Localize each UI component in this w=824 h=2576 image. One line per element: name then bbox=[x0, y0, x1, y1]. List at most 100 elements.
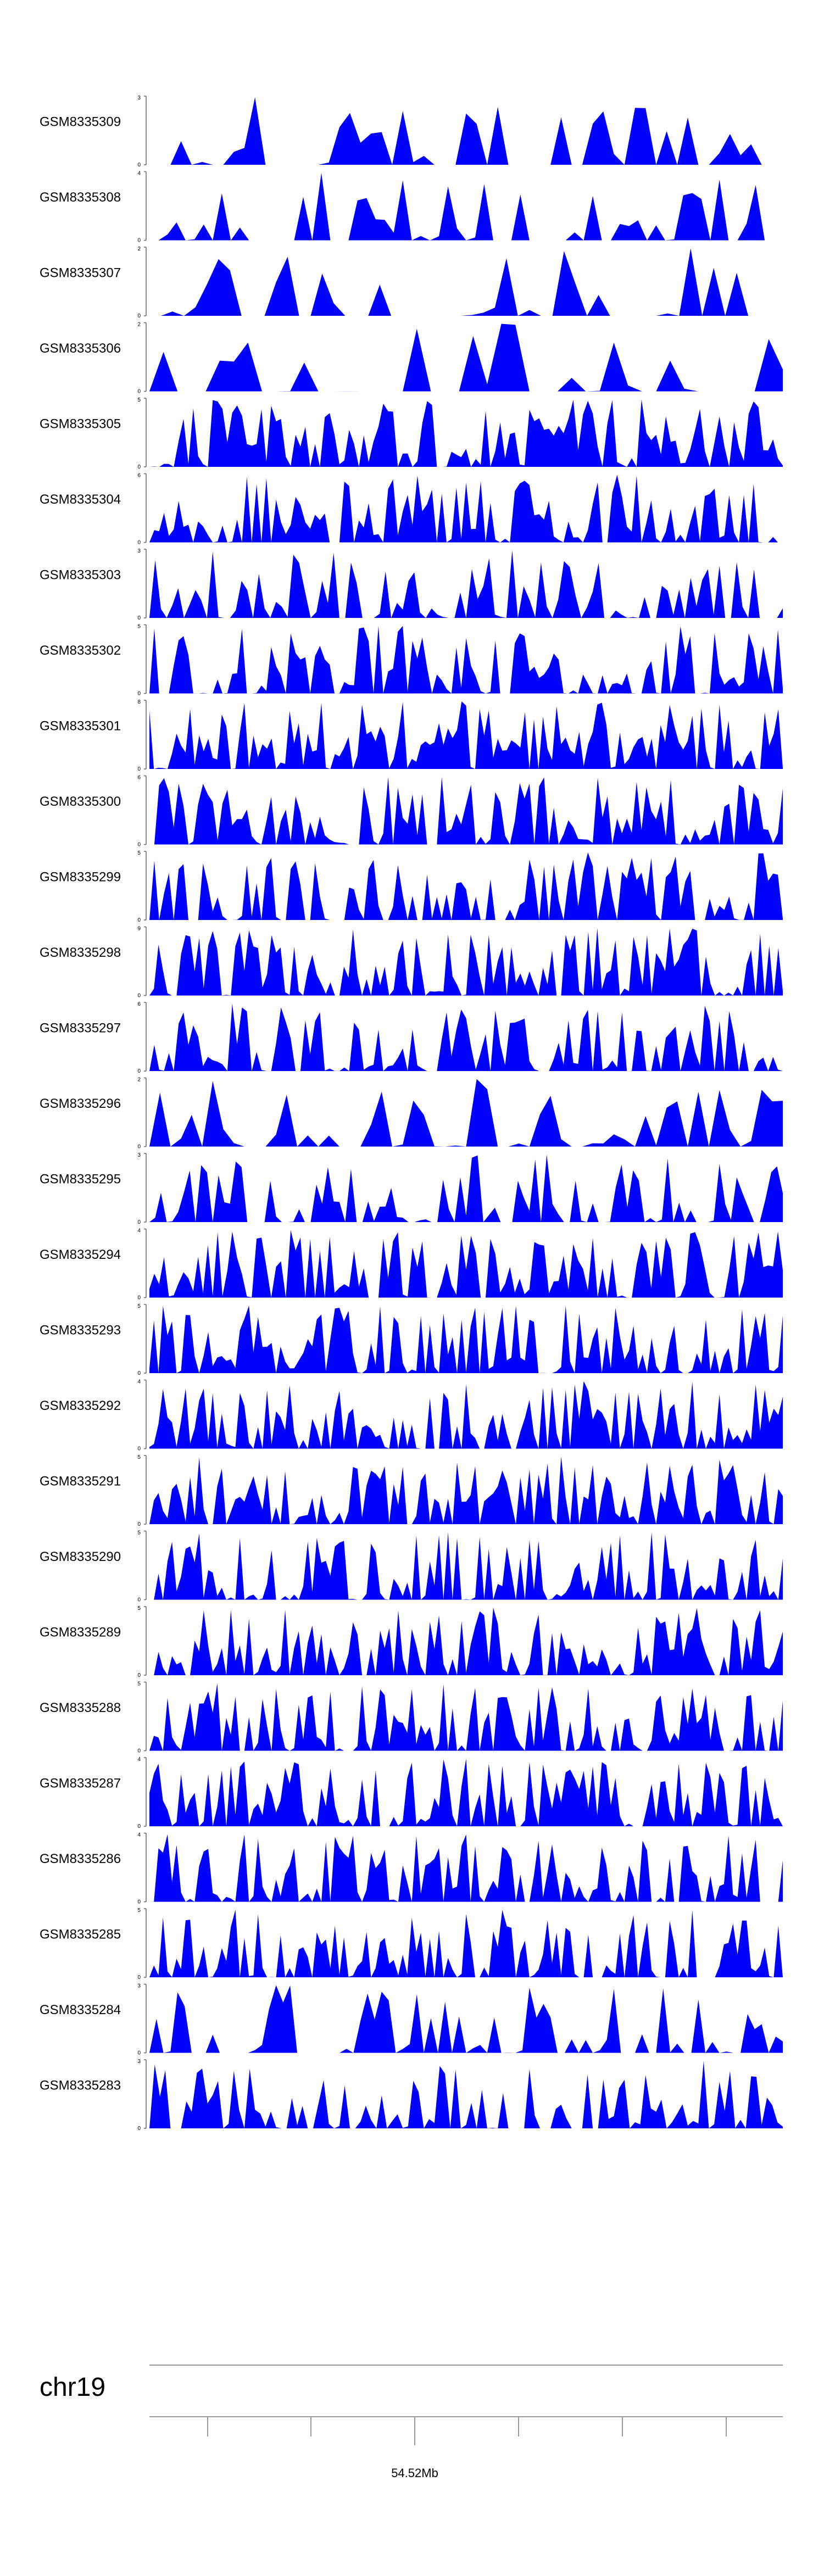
y-max-label: 5 bbox=[137, 850, 141, 856]
track-label: GSM8335288 bbox=[40, 1700, 121, 1715]
track: GSM8335303 3 0 bbox=[40, 548, 783, 621]
track: GSM8335302 5 0 bbox=[40, 624, 783, 697]
coverage-area bbox=[149, 1003, 783, 1071]
track-label: GSM8335299 bbox=[40, 870, 121, 885]
track-label: GSM8335303 bbox=[40, 568, 121, 583]
coverage-area bbox=[149, 701, 783, 769]
y-max-label: 8 bbox=[137, 699, 141, 705]
track: GSM8335286 4 0 bbox=[40, 1832, 783, 1905]
y-min-label: 0 bbox=[137, 691, 141, 697]
y-min-label: 0 bbox=[137, 313, 141, 319]
y-max-label: 5 bbox=[137, 1605, 141, 1612]
y-max-label: 5 bbox=[137, 1530, 141, 1536]
y-min-label: 0 bbox=[137, 2050, 141, 2056]
track: GSM8335305 5 0 bbox=[40, 397, 783, 470]
track: GSM8335292 4 0 bbox=[40, 1379, 783, 1452]
track-label: GSM8335286 bbox=[40, 1852, 121, 1866]
y-min-label: 0 bbox=[137, 1597, 141, 1603]
coverage-area bbox=[149, 1759, 783, 1826]
y-max-label: 4 bbox=[137, 171, 141, 177]
y-min-label: 0 bbox=[137, 1219, 141, 1225]
track-label: GSM8335301 bbox=[40, 719, 121, 734]
track-label: GSM8335289 bbox=[40, 1625, 121, 1640]
coverage-area bbox=[149, 626, 783, 694]
coverage-area bbox=[149, 1230, 783, 1298]
track-label: GSM8335298 bbox=[40, 945, 121, 960]
track: GSM8335296 2 0 bbox=[40, 1077, 783, 1150]
track: GSM8335291 5 0 bbox=[40, 1454, 783, 1527]
track-label: GSM8335284 bbox=[40, 2003, 121, 2017]
track-label: GSM8335292 bbox=[40, 1398, 121, 1413]
track-label: GSM8335304 bbox=[40, 492, 121, 507]
coverage-area bbox=[149, 928, 783, 996]
y-max-label: 2 bbox=[137, 246, 141, 252]
track-label: GSM8335293 bbox=[40, 1323, 121, 1338]
y-min-label: 0 bbox=[137, 1068, 141, 1074]
y-min-label: 0 bbox=[137, 1748, 141, 1754]
y-max-label: 4 bbox=[137, 1379, 141, 1385]
track-label: GSM8335290 bbox=[40, 1549, 121, 1564]
coverage-area bbox=[149, 1381, 783, 1449]
track: GSM8335294 4 0 bbox=[40, 1228, 783, 1301]
coverage-area bbox=[149, 1683, 783, 1751]
track-label: GSM8335294 bbox=[40, 1247, 121, 1262]
track: GSM8335287 4 0 bbox=[40, 1757, 783, 1830]
y-max-label: 6 bbox=[137, 775, 141, 781]
track: GSM8335283 3 0 bbox=[40, 2059, 783, 2132]
track: GSM8335284 3 0 bbox=[40, 1983, 783, 2056]
coverage-area bbox=[149, 550, 783, 618]
track-label: GSM8335302 bbox=[40, 643, 121, 658]
coverage-area bbox=[149, 172, 783, 241]
track-label: GSM8335306 bbox=[40, 341, 121, 356]
track-label: GSM8335307 bbox=[40, 266, 121, 281]
y-max-label: 5 bbox=[137, 397, 141, 403]
track: GSM8335308 4 0 bbox=[40, 171, 783, 244]
track: GSM8335293 5 0 bbox=[40, 1303, 783, 1376]
y-max-label: 5 bbox=[137, 624, 141, 630]
track: GSM8335304 6 0 bbox=[40, 473, 783, 546]
y-max-label: 3 bbox=[137, 95, 141, 101]
track-label: GSM8335296 bbox=[40, 1096, 121, 1111]
track-label: GSM8335287 bbox=[40, 1776, 121, 1791]
track: GSM8335288 5 0 bbox=[40, 1681, 783, 1754]
y-min-label: 0 bbox=[137, 1295, 141, 1301]
y-min-label: 0 bbox=[137, 1521, 141, 1527]
y-min-label: 0 bbox=[137, 842, 141, 848]
y-max-label: 5 bbox=[137, 1454, 141, 1460]
chromosome-axis-track: chr19 54.52Mb bbox=[40, 2365, 783, 2480]
coverage-tracks: GSM833530930GSM833530840GSM833530720GSM8… bbox=[40, 95, 783, 2132]
y-max-label: 4 bbox=[137, 1832, 141, 1838]
y-max-label: 9 bbox=[137, 926, 141, 932]
y-min-label: 0 bbox=[137, 540, 141, 546]
coverage-area bbox=[149, 475, 783, 543]
position-label: 54.52Mb bbox=[391, 2466, 438, 2480]
coverage-area bbox=[149, 1079, 783, 1147]
y-max-label: 6 bbox=[137, 473, 141, 479]
coverage-area bbox=[149, 777, 783, 845]
track: GSM8335301 8 0 bbox=[40, 699, 783, 772]
coverage-area bbox=[149, 248, 783, 316]
y-min-label: 0 bbox=[137, 162, 141, 168]
y-min-label: 0 bbox=[137, 464, 141, 470]
y-min-label: 0 bbox=[137, 2126, 141, 2132]
y-min-label: 0 bbox=[137, 1672, 141, 1679]
y-min-label: 0 bbox=[137, 917, 141, 923]
track-label: GSM8335285 bbox=[40, 1927, 121, 1942]
coverage-area bbox=[149, 2061, 783, 2128]
y-min-label: 0 bbox=[137, 1446, 141, 1452]
y-max-label: 6 bbox=[137, 1001, 141, 1007]
y-max-label: 5 bbox=[137, 1908, 141, 1914]
y-min-label: 0 bbox=[137, 1824, 141, 1830]
y-min-label: 0 bbox=[137, 615, 141, 621]
track: GSM8335289 5 0 bbox=[40, 1605, 783, 1679]
coverage-area bbox=[149, 1306, 783, 1373]
track-label: GSM8335283 bbox=[40, 2078, 121, 2093]
coverage-area bbox=[149, 1532, 783, 1600]
track-label: GSM8335297 bbox=[40, 1021, 121, 1036]
chromosome-label: chr19 bbox=[40, 2373, 105, 2402]
y-max-label: 2 bbox=[137, 1077, 141, 1083]
track: GSM8335300 6 0 bbox=[40, 775, 783, 848]
track: GSM8335285 5 0 bbox=[40, 1908, 783, 1981]
track-label: GSM8335305 bbox=[40, 417, 121, 432]
